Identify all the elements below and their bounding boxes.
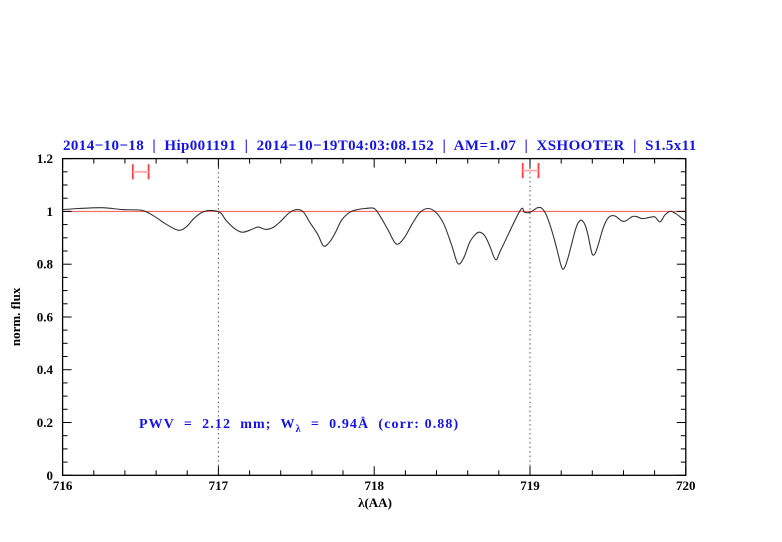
svg-text:0: 0 xyxy=(47,468,54,483)
svg-text:1: 1 xyxy=(47,204,54,219)
svg-text:717: 717 xyxy=(209,478,229,493)
svg-text:norm. flux: norm. flux xyxy=(8,287,23,346)
svg-text:0.6: 0.6 xyxy=(37,309,54,324)
svg-text:0.8: 0.8 xyxy=(37,257,54,272)
svg-text:1.2: 1.2 xyxy=(37,151,53,166)
svg-text:0.4: 0.4 xyxy=(37,362,54,377)
svg-text:0.2: 0.2 xyxy=(37,415,53,430)
svg-text:719: 719 xyxy=(520,478,540,493)
svg-text:718: 718 xyxy=(364,478,384,493)
svg-text:720: 720 xyxy=(676,478,696,493)
svg-text:716: 716 xyxy=(53,478,73,493)
